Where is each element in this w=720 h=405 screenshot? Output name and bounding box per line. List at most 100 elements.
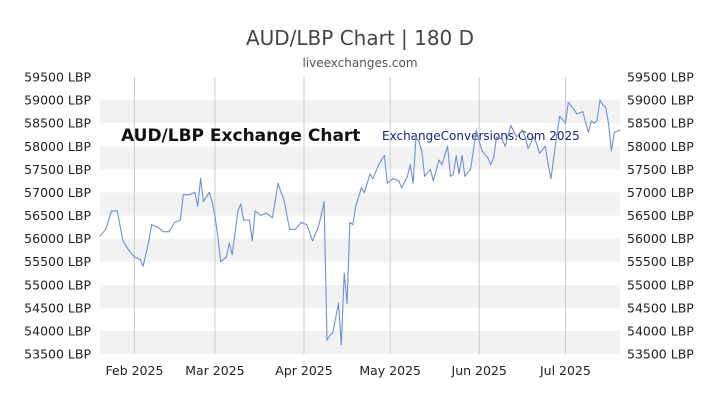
chart-subtitle: liveexchanges.com [302, 56, 418, 70]
data-point [383, 154, 385, 157]
data-point [596, 120, 598, 122]
data-point [254, 210, 256, 212]
data-point [300, 221, 302, 223]
data-point [248, 219, 250, 221]
data-point [550, 178, 552, 180]
data-point [202, 201, 204, 203]
data-point [386, 182, 388, 184]
data-point [487, 157, 489, 159]
data-point [294, 228, 296, 230]
y-tick-label-right: 56500 LBP [627, 208, 694, 223]
chart-title: AUD/LBP Chart | 180 D [245, 26, 475, 50]
data-point [326, 339, 328, 341]
data-point [320, 214, 322, 217]
data-point [271, 217, 273, 219]
watermark-right: ExchangeConversions.Com 2025 [382, 129, 580, 143]
data-point [412, 182, 414, 184]
data-point [406, 175, 408, 177]
y-tick-label-right: 58000 LBP [627, 139, 694, 154]
data-point [355, 205, 357, 207]
data-point [452, 173, 454, 175]
data-point [582, 111, 584, 113]
data-point [619, 129, 621, 131]
data-point [231, 254, 233, 256]
data-point [151, 224, 153, 226]
data-point [240, 203, 242, 205]
data-point [461, 154, 463, 157]
data-point [527, 148, 529, 150]
data-point [573, 108, 575, 110]
data-point [418, 141, 420, 143]
data-point [360, 187, 362, 189]
data-point [228, 242, 230, 244]
data-point [599, 99, 601, 101]
data-point [524, 136, 526, 138]
data-point [521, 129, 523, 131]
data-point [501, 138, 503, 140]
data-point [576, 113, 578, 115]
data-point [441, 164, 443, 166]
data-point [613, 131, 615, 133]
x-tick-label: Apr 2025 [275, 363, 332, 378]
data-point [447, 145, 449, 147]
data-point [156, 226, 159, 228]
grid-band [100, 238, 620, 262]
y-tick-label-left: 58500 LBP [24, 116, 91, 131]
data-point [343, 272, 345, 274]
data-point [197, 205, 199, 207]
y-tick-label-right: 59000 LBP [627, 93, 694, 108]
data-point [337, 302, 340, 304]
y-tick-label-right: 55500 LBP [627, 254, 694, 269]
y-tick-label-left: 58000 LBP [24, 139, 91, 154]
data-point [266, 212, 268, 214]
grid-band [100, 330, 620, 354]
y-tick-label-left: 59500 LBP [24, 70, 91, 85]
data-point [105, 228, 107, 230]
data-point [610, 150, 612, 152]
y-tick-label-right: 55000 LBP [627, 277, 694, 292]
y-tick-label-left: 56000 LBP [24, 231, 91, 246]
y-tick-label-right: 56000 LBP [627, 231, 694, 246]
data-point [317, 226, 319, 228]
data-point [148, 240, 150, 242]
data-point [363, 191, 365, 193]
y-tick-label-right: 53500 LBP [627, 347, 694, 362]
data-point [369, 173, 371, 175]
data-point [340, 344, 342, 346]
grid-band [100, 123, 620, 147]
data-point [504, 145, 506, 147]
data-point [217, 235, 219, 237]
data-point [122, 240, 124, 242]
data-point [280, 191, 282, 193]
data-point [346, 302, 348, 304]
y-tick-label-left: 57500 LBP [24, 162, 91, 177]
grid-band [100, 169, 620, 193]
data-point [587, 131, 589, 133]
data-point [424, 175, 426, 177]
grid-band [100, 215, 620, 239]
grid-band [100, 261, 620, 285]
data-point [260, 214, 262, 217]
grid-band [100, 307, 620, 331]
data-point [211, 201, 213, 203]
data-point [139, 258, 141, 260]
data-point [458, 173, 460, 175]
data-point [409, 164, 411, 166]
y-tick-label-left: 53500 LBP [24, 347, 91, 362]
data-point [564, 122, 566, 124]
data-point [547, 164, 549, 166]
data-point [243, 219, 245, 221]
y-tick-label-left: 54000 LBP [24, 323, 91, 338]
data-point [539, 152, 541, 154]
data-point [332, 332, 334, 334]
data-point [432, 180, 434, 182]
data-point [352, 224, 354, 226]
data-point [99, 235, 101, 237]
data-point [283, 198, 285, 200]
data-point [495, 136, 498, 138]
grid-band [100, 77, 620, 101]
y-tick-label-left: 56500 LBP [24, 208, 91, 223]
data-point [174, 221, 176, 223]
data-point [429, 168, 431, 170]
data-point [116, 210, 118, 212]
